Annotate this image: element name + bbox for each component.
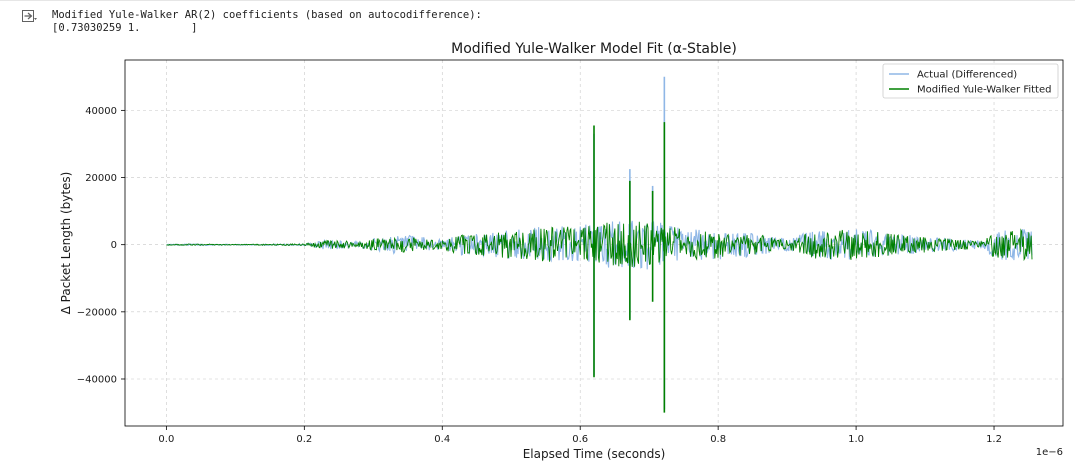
y-tick-label: −20000	[77, 307, 117, 318]
x-tick-label: 1.0	[848, 434, 864, 445]
cell-output-text: Modified Yule-Walker AR(2) coefficients …	[52, 9, 482, 35]
x-axis-label: Elapsed Time (seconds)	[523, 447, 666, 461]
x-axis-offset-label: 1e−6	[1036, 447, 1063, 458]
y-tick-label: −40000	[77, 374, 117, 385]
plot-area	[166, 76, 1033, 413]
x-tick-label: 0.8	[710, 434, 726, 445]
chart-title: Modified Yule-Walker Model Fit (α-Stable…	[451, 41, 737, 57]
y-tick-label: 20000	[85, 173, 117, 184]
legend-box	[882, 63, 1059, 99]
x-tick-label: 1.2	[986, 434, 1002, 445]
series-line-2	[166, 221, 1033, 268]
legend-label-1: Actual (Differenced)	[917, 70, 1017, 81]
ticks: 0.0 0.2 0.4 0.6 0.8 1.0 1.2 −40000 −20000 0 20000 4…	[77, 106, 1002, 445]
cell-top-border	[0, 0, 1075, 1]
legend-label-2: Modified Yule-Walker Fitted	[917, 85, 1051, 96]
output-line-2: [0.73030259 1. ]	[52, 22, 198, 34]
y-axis-label: Δ Packet Length (bytes)	[59, 172, 73, 315]
y-tick-label: 40000	[85, 106, 117, 117]
output-line-1: Modified Yule-Walker AR(2) coefficients …	[52, 9, 482, 21]
x-tick-label: 0.4	[434, 434, 450, 445]
legend: Actual (Differenced) Modified Yule-Walker…	[882, 63, 1059, 99]
output-collapse-icon[interactable]	[22, 10, 38, 24]
x-tick-label: 0.0	[158, 434, 174, 445]
y-tick-label: 0	[111, 240, 117, 251]
x-tick-label: 0.6	[572, 434, 588, 445]
x-tick-label: 0.2	[296, 434, 312, 445]
axes-frame	[124, 59, 1064, 427]
